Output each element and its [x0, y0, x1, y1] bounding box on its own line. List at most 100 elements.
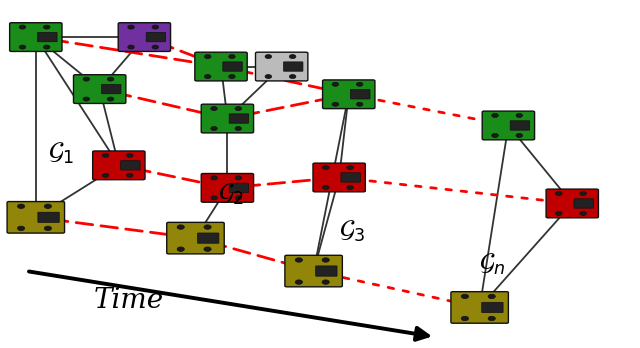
Ellipse shape	[108, 97, 114, 101]
Ellipse shape	[332, 82, 339, 86]
FancyBboxPatch shape	[118, 23, 171, 52]
Text: $\mathcal{G}_3$: $\mathcal{G}_3$	[339, 219, 365, 244]
FancyBboxPatch shape	[146, 32, 166, 42]
Ellipse shape	[347, 166, 353, 169]
Ellipse shape	[44, 204, 51, 208]
Ellipse shape	[211, 106, 218, 111]
Ellipse shape	[265, 55, 271, 58]
Ellipse shape	[128, 45, 134, 49]
FancyBboxPatch shape	[351, 89, 370, 99]
Ellipse shape	[289, 74, 296, 79]
FancyBboxPatch shape	[284, 62, 303, 71]
FancyBboxPatch shape	[201, 104, 253, 133]
Ellipse shape	[580, 191, 586, 196]
FancyBboxPatch shape	[120, 161, 140, 170]
Ellipse shape	[152, 45, 159, 49]
Text: $\mathcal{G}_2$: $\mathcal{G}_2$	[218, 182, 244, 207]
Ellipse shape	[108, 77, 114, 81]
Ellipse shape	[83, 97, 90, 101]
FancyBboxPatch shape	[313, 163, 365, 192]
Ellipse shape	[83, 77, 90, 81]
Text: $\mathcal{G}_1$: $\mathcal{G}_1$	[48, 141, 74, 166]
Ellipse shape	[556, 212, 562, 215]
FancyBboxPatch shape	[223, 62, 243, 71]
Ellipse shape	[356, 82, 363, 86]
FancyBboxPatch shape	[74, 75, 126, 103]
Ellipse shape	[211, 127, 218, 130]
Ellipse shape	[323, 166, 329, 169]
Ellipse shape	[19, 25, 26, 29]
FancyBboxPatch shape	[229, 183, 249, 192]
Ellipse shape	[228, 55, 236, 58]
Ellipse shape	[17, 226, 25, 231]
Ellipse shape	[127, 173, 133, 177]
Ellipse shape	[347, 185, 353, 189]
FancyBboxPatch shape	[201, 174, 253, 202]
Ellipse shape	[332, 102, 339, 106]
FancyBboxPatch shape	[482, 111, 534, 140]
FancyBboxPatch shape	[102, 85, 121, 94]
Ellipse shape	[516, 113, 523, 118]
Ellipse shape	[102, 173, 109, 177]
Ellipse shape	[295, 258, 303, 262]
Ellipse shape	[17, 204, 25, 208]
Ellipse shape	[295, 280, 303, 284]
Ellipse shape	[289, 55, 296, 58]
Ellipse shape	[44, 45, 50, 49]
FancyBboxPatch shape	[316, 266, 337, 276]
Ellipse shape	[128, 25, 134, 29]
FancyBboxPatch shape	[38, 32, 57, 42]
Ellipse shape	[211, 196, 218, 200]
Ellipse shape	[488, 316, 495, 321]
Ellipse shape	[492, 113, 499, 118]
Ellipse shape	[516, 134, 523, 137]
FancyBboxPatch shape	[546, 189, 598, 218]
Ellipse shape	[152, 25, 159, 29]
FancyBboxPatch shape	[574, 199, 593, 208]
Text: $\mathcal{G}_n$: $\mathcal{G}_n$	[479, 252, 506, 277]
FancyBboxPatch shape	[195, 52, 247, 81]
Text: Time: Time	[93, 287, 163, 314]
Ellipse shape	[322, 280, 330, 284]
FancyBboxPatch shape	[255, 52, 308, 81]
FancyBboxPatch shape	[93, 151, 145, 180]
Ellipse shape	[235, 196, 241, 200]
FancyBboxPatch shape	[510, 121, 530, 130]
Ellipse shape	[228, 74, 236, 79]
Ellipse shape	[461, 316, 468, 321]
FancyBboxPatch shape	[323, 80, 375, 109]
Ellipse shape	[177, 225, 184, 229]
FancyBboxPatch shape	[10, 23, 62, 52]
Ellipse shape	[177, 247, 184, 251]
FancyBboxPatch shape	[7, 201, 65, 233]
FancyBboxPatch shape	[198, 233, 219, 243]
Ellipse shape	[580, 212, 586, 215]
FancyBboxPatch shape	[482, 302, 503, 313]
Ellipse shape	[461, 294, 468, 299]
Ellipse shape	[235, 106, 241, 111]
Ellipse shape	[235, 176, 241, 180]
Ellipse shape	[235, 127, 241, 130]
Ellipse shape	[488, 294, 495, 299]
FancyBboxPatch shape	[167, 222, 224, 254]
FancyBboxPatch shape	[341, 173, 360, 182]
FancyBboxPatch shape	[451, 292, 508, 323]
Ellipse shape	[204, 55, 211, 58]
Ellipse shape	[102, 153, 109, 157]
FancyBboxPatch shape	[285, 255, 342, 287]
FancyBboxPatch shape	[38, 212, 60, 222]
Ellipse shape	[556, 191, 562, 196]
Ellipse shape	[204, 74, 211, 79]
Ellipse shape	[204, 225, 211, 229]
Ellipse shape	[204, 247, 211, 251]
Ellipse shape	[127, 153, 133, 157]
Ellipse shape	[44, 25, 50, 29]
Ellipse shape	[492, 134, 499, 137]
Ellipse shape	[265, 74, 271, 79]
Ellipse shape	[356, 102, 363, 106]
FancyBboxPatch shape	[229, 114, 249, 123]
Ellipse shape	[322, 258, 330, 262]
Ellipse shape	[323, 185, 329, 189]
Ellipse shape	[211, 176, 218, 180]
Ellipse shape	[19, 45, 26, 49]
